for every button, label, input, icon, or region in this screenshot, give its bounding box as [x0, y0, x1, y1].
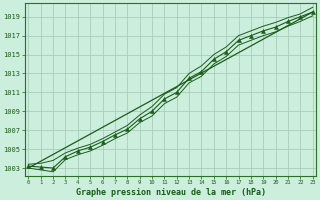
X-axis label: Graphe pression niveau de la mer (hPa): Graphe pression niveau de la mer (hPa)	[76, 188, 266, 197]
